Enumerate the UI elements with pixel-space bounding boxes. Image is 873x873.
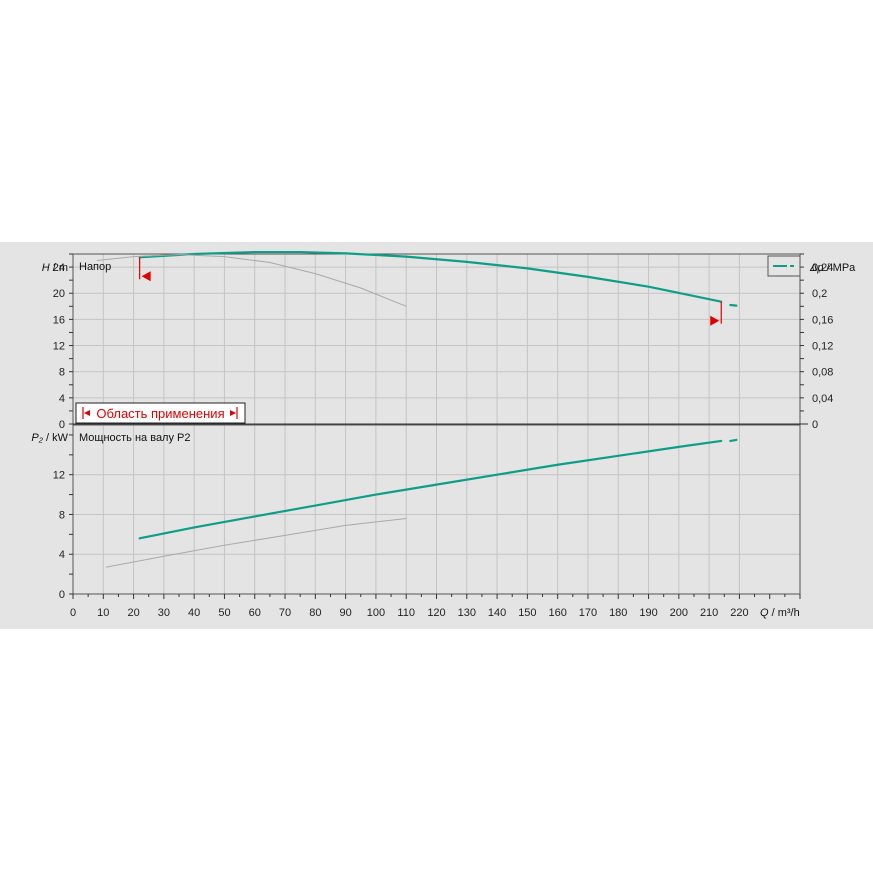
y-tick-label: 8 <box>59 509 65 521</box>
y-tick-label: 4 <box>59 549 65 561</box>
x-tick-label: 60 <box>249 607 261 619</box>
y2-tick-label: 0 <box>812 419 818 431</box>
y-axis-title-head: H / m <box>42 262 68 274</box>
x-tick-label: 140 <box>488 607 506 619</box>
y2-tick-label: 0,04 <box>812 393 833 405</box>
labels: 0 4 8 12 16 20 24 0 0,04 0,08 0,12 0,16 0,2 0,24 0 4 8 12… <box>31 261 856 619</box>
series <box>96 250 738 568</box>
y2-tick-label: 0,16 <box>812 314 833 326</box>
power-series-secondary-2 <box>105 517 407 568</box>
x-tick-label: 90 <box>340 607 352 619</box>
y2-tick-label: 0,12 <box>812 341 833 353</box>
y2-tick-label: 0,24 <box>812 262 833 274</box>
x-tick-label: 130 <box>458 607 476 619</box>
y-tick-label: 24 <box>53 262 65 274</box>
x-tick-label: 180 <box>609 607 627 619</box>
range-legend-box <box>75 402 246 424</box>
y-tick-label: 20 <box>53 288 65 300</box>
power-panel-title: Мощность на валу P2 <box>79 432 191 444</box>
x-tick-label: 150 <box>518 607 536 619</box>
x-tick-label: 200 <box>670 607 688 619</box>
range-legend-arrow-left <box>84 410 90 416</box>
x-tick-label: 40 <box>188 607 200 619</box>
y-axis-title-power: P₂ / kW <box>31 432 68 444</box>
range-legend-arrow-right <box>230 410 236 416</box>
y-tick-label: 12 <box>53 470 65 482</box>
y-tick-label: 8 <box>59 367 65 379</box>
y2-tick-label: 0,2 <box>812 288 827 300</box>
x-tick-label: 20 <box>127 607 139 619</box>
x-tick-label: 220 <box>730 607 748 619</box>
power-series-main-dashed-1 <box>729 438 738 443</box>
x-tick-label: 0 <box>70 607 76 619</box>
y-tick-label: 12 <box>53 341 65 353</box>
head-series-secondary-2 <box>96 254 407 307</box>
x-tick-label: 210 <box>700 607 718 619</box>
y2-axis-title-head: Δp / MPa <box>809 262 856 274</box>
x-tick-label: 80 <box>309 607 321 619</box>
operating-range: Область применения <box>75 257 722 424</box>
y-tick-label: 0 <box>59 589 65 601</box>
y-tick-label: 4 <box>59 393 65 405</box>
head-panel-title: Напор <box>79 261 111 273</box>
x-tick-label: 70 <box>279 607 291 619</box>
x-tick-label: 190 <box>639 607 657 619</box>
range-end-arrow <box>710 315 720 326</box>
x-tick-label: 160 <box>548 607 566 619</box>
x-tick-label: 120 <box>427 607 445 619</box>
axes <box>69 253 808 599</box>
x-tick-label: 30 <box>158 607 170 619</box>
x-tick-label: 100 <box>367 607 385 619</box>
power-series-main-0 <box>138 439 723 540</box>
x-axis-title: Q / m³/h <box>760 607 800 619</box>
x-tick-label: 170 <box>579 607 597 619</box>
range-start-arrow <box>141 271 151 282</box>
range-legend-label: Область применения <box>96 406 224 421</box>
y2-tick-label: 0,08 <box>812 367 833 379</box>
x-tick-label: 10 <box>97 607 109 619</box>
y-tick-label: 0 <box>59 419 65 431</box>
x-tick-label: 50 <box>218 607 230 619</box>
head-series-main-dashed-1 <box>729 303 738 307</box>
x-tick-label: 110 <box>397 607 415 619</box>
y-tick-label: 16 <box>53 314 65 326</box>
head-series-main-0 <box>138 250 723 303</box>
